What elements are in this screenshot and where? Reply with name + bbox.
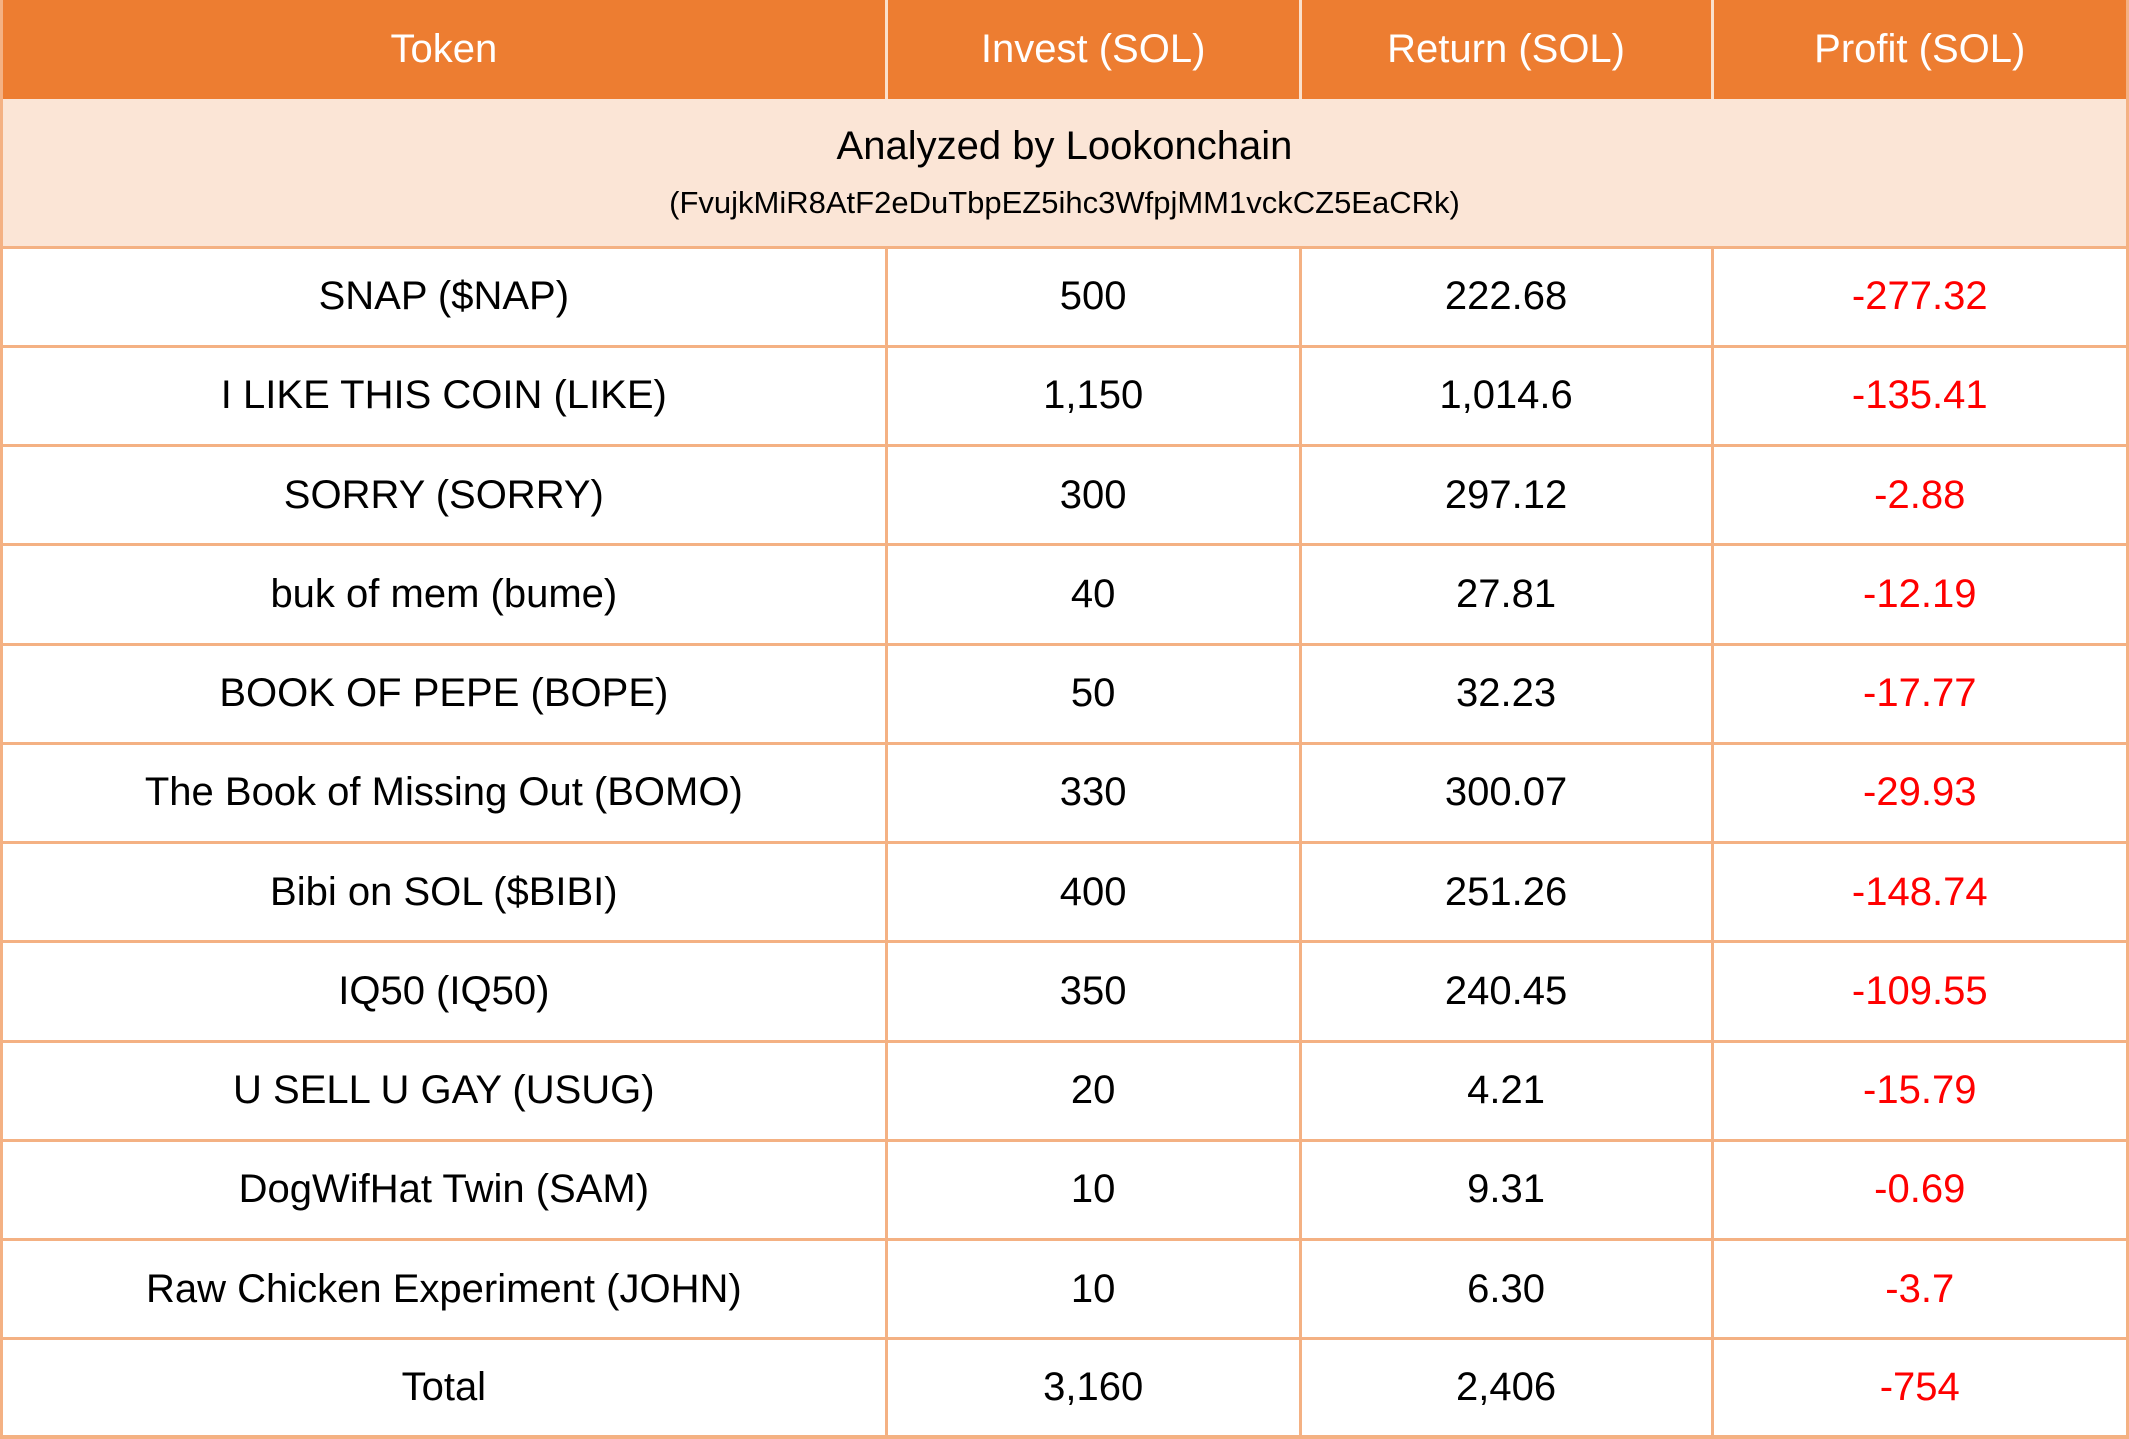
token-name-cell: BOOK OF PEPE (BOPE): [3, 644, 887, 745]
total-profit-cell: -754: [1710, 1338, 2126, 1435]
token-name-cell: Raw Chicken Experiment (JOHN): [3, 1239, 887, 1341]
profit-value-cell: -3.7: [1710, 1239, 2126, 1341]
total-row: Total 3,160 2,406 -754: [3, 1338, 2126, 1435]
return-value-cell: 6.30: [1298, 1239, 1712, 1341]
total-return-cell: 2,406: [1298, 1338, 1712, 1435]
profit-value-cell: -2.88: [1710, 445, 2126, 547]
total-invest-cell: 3,160: [884, 1338, 1301, 1435]
invest-value-cell: 400: [884, 842, 1301, 944]
analyzed-banner: Analyzed by Lookonchain (FvujkMiR8AtF2eD…: [3, 99, 2126, 249]
return-value-cell: 1,014.6: [1298, 346, 1712, 448]
table-row: I LIKE THIS COIN (LIKE) 1,150 1,014.6 -1…: [3, 346, 2126, 448]
invest-value-cell: 20: [884, 1041, 1301, 1142]
return-value-cell: 300.07: [1298, 743, 1712, 845]
invest-value-cell: 40: [884, 544, 1301, 646]
return-value-cell: 4.21: [1298, 1041, 1712, 1142]
table-row: buk of mem (bume) 40 27.81 -12.19: [3, 544, 2126, 646]
table-row: The Book of Missing Out (BOMO) 330 300.0…: [3, 743, 2126, 845]
profit-value-cell: -277.32: [1710, 247, 2126, 348]
invest-value-cell: 500: [884, 247, 1301, 348]
banner-title: Analyzed by Lookonchain: [836, 123, 1293, 168]
analyzed-banner-row: Analyzed by Lookonchain (FvujkMiR8AtF2eD…: [3, 99, 2126, 249]
invest-value-cell: 330: [884, 743, 1301, 845]
table-row: SNAP ($NAP) 500 222.68 -277.32: [3, 247, 2126, 348]
profit-value-cell: -148.74: [1710, 842, 2126, 944]
invest-value-cell: 50: [884, 644, 1301, 745]
return-value-cell: 251.26: [1298, 842, 1712, 944]
token-name-cell: IQ50 (IQ50): [3, 941, 887, 1043]
token-name-cell: DogWifHat Twin (SAM): [3, 1140, 887, 1242]
token-name-cell: I LIKE THIS COIN (LIKE): [3, 346, 887, 448]
profit-value-cell: -109.55: [1710, 941, 2126, 1043]
profit-value-cell: -0.69: [1710, 1140, 2126, 1242]
return-value-cell: 9.31: [1298, 1140, 1712, 1242]
column-header-return: Return (SOL): [1298, 0, 1712, 99]
return-value-cell: 222.68: [1298, 247, 1712, 348]
return-value-cell: 240.45: [1298, 941, 1712, 1043]
wallet-address: (FvujkMiR8AtF2eDuTbpEZ5ihc3WfpjMM1vckCZ5…: [669, 184, 1460, 220]
table-header-row: Token Invest (SOL) Return (SOL) Profit (…: [3, 0, 2126, 99]
table-row: SORRY (SORRY) 300 297.12 -2.88: [3, 445, 2126, 547]
total-label-cell: Total: [3, 1338, 887, 1435]
profit-value-cell: -17.77: [1710, 644, 2126, 745]
token-name-cell: U SELL U GAY (USUG): [3, 1041, 887, 1142]
data-table: Token Invest (SOL) Return (SOL) Profit (…: [3, 0, 2126, 1435]
return-value-cell: 27.81: [1298, 544, 1712, 646]
table-row: DogWifHat Twin (SAM) 10 9.31 -0.69: [3, 1140, 2126, 1242]
profit-value-cell: -15.79: [1710, 1041, 2126, 1142]
table-row: Bibi on SOL ($BIBI) 400 251.26 -148.74: [3, 842, 2126, 944]
invest-value-cell: 10: [884, 1140, 1301, 1242]
token-name-cell: SNAP ($NAP): [3, 247, 887, 348]
token-name-cell: SORRY (SORRY): [3, 445, 887, 547]
table-row: IQ50 (IQ50) 350 240.45 -109.55: [3, 941, 2126, 1043]
column-header-token: Token: [3, 0, 887, 99]
column-header-profit: Profit (SOL): [1710, 0, 2126, 99]
table-row: Raw Chicken Experiment (JOHN) 10 6.30 -3…: [3, 1239, 2126, 1341]
return-value-cell: 32.23: [1298, 644, 1712, 745]
invest-value-cell: 1,150: [884, 346, 1301, 448]
token-name-cell: buk of mem (bume): [3, 544, 887, 646]
invest-value-cell: 300: [884, 445, 1301, 547]
profit-value-cell: -12.19: [1710, 544, 2126, 646]
invest-value-cell: 10: [884, 1239, 1301, 1341]
token-name-cell: Bibi on SOL ($BIBI): [3, 842, 887, 944]
return-value-cell: 297.12: [1298, 445, 1712, 547]
table-row: BOOK OF PEPE (BOPE) 50 32.23 -17.77: [3, 644, 2126, 745]
column-header-invest: Invest (SOL): [884, 0, 1301, 99]
profit-value-cell: -29.93: [1710, 743, 2126, 845]
profit-value-cell: -135.41: [1710, 346, 2126, 448]
invest-value-cell: 350: [884, 941, 1301, 1043]
table-row: U SELL U GAY (USUG) 20 4.21 -15.79: [3, 1041, 2126, 1142]
token-name-cell: The Book of Missing Out (BOMO): [3, 743, 887, 845]
